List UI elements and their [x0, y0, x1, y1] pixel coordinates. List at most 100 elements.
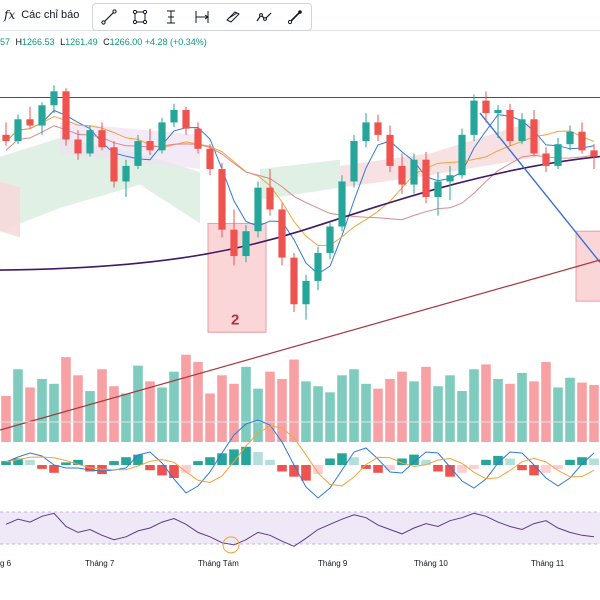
parallel-channel-tool[interactable]	[222, 6, 244, 28]
macd-bar	[493, 455, 503, 465]
macd-bar	[109, 461, 119, 465]
candle-body	[542, 153, 550, 166]
candle-body	[254, 187, 262, 232]
volume-bar	[253, 388, 263, 442]
rectangle-tool[interactable]	[129, 6, 151, 28]
macd-bar	[157, 465, 167, 476]
path-icon	[256, 12, 272, 22]
volume-bar	[517, 372, 527, 442]
indicators-button[interactable]: fx Các chỉ báo	[4, 6, 79, 24]
macd-bar	[481, 459, 491, 465]
candle-body	[434, 181, 442, 198]
ma-mid-line	[5, 115, 595, 247]
volume-bar	[589, 385, 599, 442]
rsi-band	[0, 512, 600, 544]
highlight-label: 2	[231, 311, 239, 328]
price-chart[interactable]: 2 g 6 Tháng 7 Tháng Tám Tháng 9 Tháng 10 Tháng…	[0, 50, 600, 600]
volume-bars	[1, 354, 599, 442]
close-label: C	[103, 37, 110, 47]
macd-bar	[61, 462, 71, 465]
candle-body	[374, 122, 382, 135]
volume-bar	[541, 361, 551, 442]
candle-body	[134, 141, 142, 166]
candle-body	[146, 141, 154, 151]
candle-body	[362, 122, 370, 142]
macd-bar	[301, 465, 311, 481]
candle-body	[158, 122, 166, 151]
volume-bar	[277, 378, 287, 442]
candle-body	[170, 109, 178, 123]
volume-bar	[289, 359, 299, 442]
macd-bar	[433, 465, 443, 472]
volume-bar	[193, 361, 203, 442]
volume-bar	[529, 381, 539, 442]
macd-line	[5, 419, 595, 499]
macd-bar	[49, 465, 59, 473]
macd-bar	[577, 457, 587, 465]
macd-bar	[229, 449, 239, 465]
candle-body	[518, 119, 526, 142]
candle-body	[410, 159, 418, 185]
volume-bar	[13, 369, 23, 442]
low-label: L	[60, 37, 66, 47]
high-value: 1266.53	[22, 37, 55, 47]
volume-bar	[445, 375, 455, 442]
volume-bar	[241, 366, 251, 442]
candle-body	[506, 109, 514, 142]
parallel-channel-icon	[226, 11, 240, 23]
volume-bar	[325, 392, 335, 442]
macd-bar	[529, 465, 539, 476]
macd-bar	[181, 465, 191, 473]
low-value: 1261.49	[65, 37, 98, 47]
date-range-tool[interactable]	[191, 6, 213, 28]
brush-tool[interactable]	[284, 6, 306, 28]
candles	[2, 85, 598, 320]
candle-body	[14, 119, 22, 142]
macd-bar	[349, 457, 359, 465]
candle-body	[590, 150, 598, 157]
long-trend-line	[0, 259, 600, 431]
volume-bar	[373, 388, 383, 442]
macd-bar	[277, 465, 287, 472]
volume-bar	[229, 383, 239, 442]
volume-bar	[493, 378, 503, 442]
candle-body	[182, 109, 190, 129]
drawing-tools	[92, 3, 312, 31]
path-tool[interactable]	[253, 6, 275, 28]
rsi-line	[5, 512, 595, 547]
volume-bar	[181, 354, 191, 442]
open-value: 57	[0, 37, 11, 47]
x-axis-label: Tháng 10	[414, 559, 448, 568]
macd-bar	[265, 459, 275, 465]
x-axis-label: Tháng 11	[531, 559, 565, 568]
candle-body	[38, 105, 46, 126]
candle-body	[26, 119, 34, 126]
volume-bar	[349, 369, 359, 442]
macd-bar	[217, 453, 227, 465]
candle-body	[458, 134, 466, 176]
candle-body	[314, 252, 322, 281]
macd-bar	[373, 465, 383, 473]
macd-bar	[241, 446, 251, 465]
vertical-line-icon	[166, 10, 175, 24]
macd-bar	[253, 452, 263, 465]
volume-bar	[361, 383, 371, 442]
vertical-line-tool[interactable]	[160, 6, 182, 28]
volume-bar	[205, 393, 215, 442]
fx-icon: fx	[4, 8, 16, 22]
highlight-box-right	[575, 230, 600, 302]
volume-bar	[505, 383, 515, 442]
volume-bar	[313, 386, 323, 442]
trend-line-tool[interactable]	[98, 6, 120, 28]
cloud-red-area	[0, 181, 20, 238]
candle-body	[74, 139, 82, 154]
volume-bar	[133, 365, 143, 442]
macd-bar	[517, 465, 527, 471]
candle-body	[446, 175, 454, 182]
macd-bar	[145, 465, 155, 471]
macd-bar	[505, 458, 515, 465]
macd-bar	[13, 458, 23, 465]
volume-bar	[217, 375, 227, 442]
downtrend-line	[479, 112, 600, 263]
candle-body	[122, 165, 130, 182]
